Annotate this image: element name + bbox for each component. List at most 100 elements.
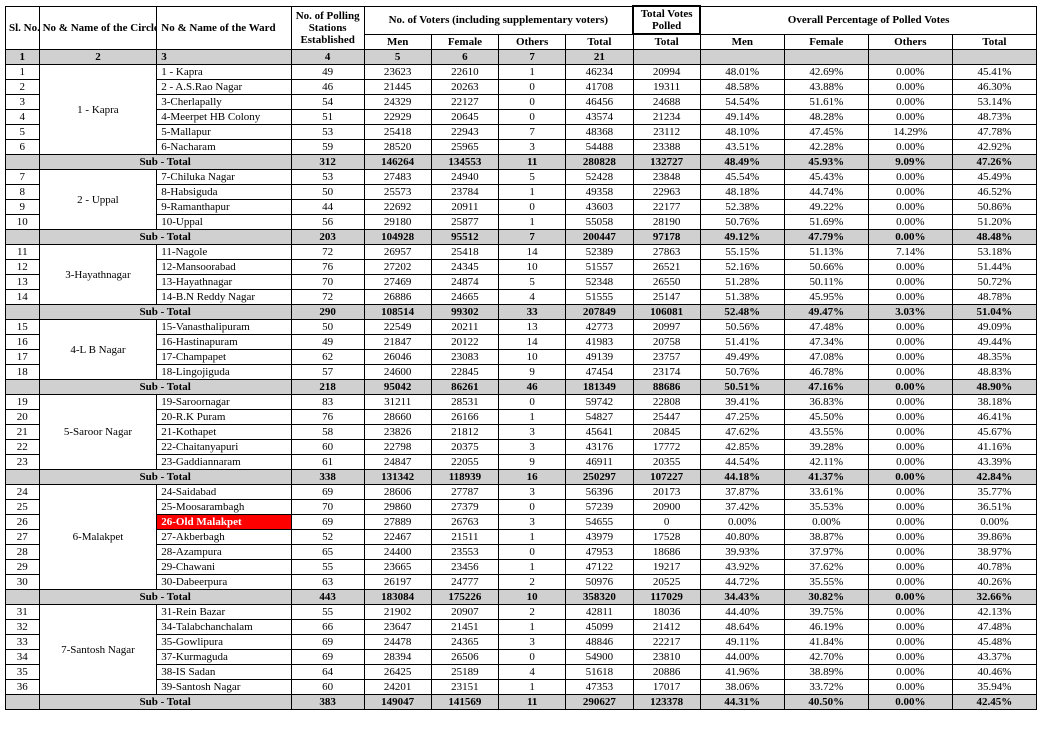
ward-cell: 37-Kurmaguda [157,650,291,665]
table-row: 3335-Gowlipura6924478243653488462221749.… [6,635,1037,650]
ward-cell: 20-R.K Puram [157,410,291,425]
ward-cell: 7-Chiluka Nagar [157,170,291,185]
ward-cell: 12-Mansoorabad [157,260,291,275]
table-row: 2626-Old Malakpet69278892676335465500.00… [6,515,1037,530]
table-body: 12345672111 - Kapra1 - Kapra492362322610… [6,50,1037,710]
hdr-sl: Sl. No. [6,6,40,50]
ward-cell: 27-Akberbagh [157,530,291,545]
hdr-ps: No. of Polling Stations Established [291,6,364,50]
table-row: 2525-Moosarambagh70298602737905723920900… [6,500,1037,515]
table-row: 3030-Dabeerpura6326197247772509762052544… [6,575,1037,590]
hdr-pfemale: Female [784,34,868,50]
hdr-ward: No & Name of the Ward [157,6,291,50]
circle-cell: 6-Malakpet [39,485,157,590]
subtotal-row: Sub - Total31214626413455311280828132727… [6,155,1037,170]
table-row: 1717-Champapet62260462308310491392375749… [6,350,1037,365]
subtotal-row: Sub - Total2031049289551272004479717849.… [6,230,1037,245]
ward-cell: 1 - Kapra [157,65,291,80]
ward-cell: 28-Azampura [157,545,291,560]
ward-cell: 11-Nagole [157,245,291,260]
subtotal-row: Sub - Total33813134211893916250297107227… [6,470,1037,485]
table-row: 66-Nacharam5928520259653544882338843.51%… [6,140,1037,155]
ward-cell: 35-Gowlipura [157,635,291,650]
circle-cell: 1 - Kapra [39,65,157,155]
table-row: 2828-Azampura6524400235530479531868639.9… [6,545,1037,560]
ward-cell: 5-Mallapur [157,125,291,140]
subtotal-row: Sub - Total44318308417522610358320117029… [6,590,1037,605]
table-row: 44-Meerpet HB Colony51229292064504357421… [6,110,1037,125]
ward-cell: 8-Habsiguda [157,185,291,200]
ward-cell: 38-IS Sadan [157,665,291,680]
table-row: 1616-Hastinapuram49218472012214419832075… [6,335,1037,350]
hdr-voters: No. of Voters (including supplementary v… [364,6,633,34]
ward-cell: 15-Vanasthalipuram [157,320,291,335]
table-row: 195-Saroor Nagar19-Saroornagar8331211285… [6,395,1037,410]
table-row: 246-Malakpet24-Saidabad69286062778735639… [6,485,1037,500]
table-row: 2121-Kothapet5823826218123456412084547.6… [6,425,1037,440]
table-row: 154-L B Nagar15-Vanasthalipuram502254920… [6,320,1037,335]
table-row: 1212-Mansoorabad762720224345105155726521… [6,260,1037,275]
table-row: 3437-Kurmaguda6928394265060549002381044.… [6,650,1037,665]
table-row: 88-Habsiguda5025573237841493582296348.18… [6,185,1037,200]
hdr-female: Female [431,34,498,50]
table-row: 3234-Talabchanchalam66236472145114509921… [6,620,1037,635]
hdr-men: Men [364,34,431,50]
subtotal-row: Sub - Total38314904714156911290627123378… [6,695,1037,710]
ward-cell: 10-Uppal [157,215,291,230]
table-row: 1818-Lingojiguda572460022845947454231745… [6,365,1037,380]
voter-table: Sl. No. No & Name of the Circle No & Nam… [5,5,1037,710]
table-row: 3639-Santosh Nagar6024201231511473531701… [6,680,1037,695]
table-row: 2727-Akberbagh5222467215111439791752840.… [6,530,1037,545]
table-row: 72 - Uppal7-Chiluka Nagar532748324940552… [6,170,1037,185]
ward-cell: 29-Chawani [157,560,291,575]
table-row: 99-Ramanthapur4422692209110436032217752.… [6,200,1037,215]
ward-cell: 19-Saroornagar [157,395,291,410]
ward-cell: 2 - A.S.Rao Nagar [157,80,291,95]
ward-cell: 26-Old Malakpet [157,515,291,530]
subtotal-row: Sub - Total29010851499302332078491060815… [6,305,1037,320]
table-row: 317-Santosh Nagar31-Rein Bazar5521902209… [6,605,1037,620]
hdr-total: Total [566,34,633,50]
table-row: 2020-R.K Puram7628660261661548272544747.… [6,410,1037,425]
table-row: 22 - A.S.Rao Nagar4621445202630417081931… [6,80,1037,95]
table-row: 2929-Chawani5523665234561471221921743.92… [6,560,1037,575]
ward-cell: 13-Hayathnagar [157,275,291,290]
hdr-pmen: Men [700,34,784,50]
ward-cell: 3-Cherlapally [157,95,291,110]
ward-cell: 30-Dabeerpura [157,575,291,590]
table-row: 55-Mallapur5325418229437483682311248.10%… [6,125,1037,140]
ward-cell: 16-Hastinapuram [157,335,291,350]
circle-cell: 4-L B Nagar [39,320,157,380]
ward-cell: 22-Chaitanyapuri [157,440,291,455]
ward-cell: 34-Talabchanchalam [157,620,291,635]
ward-cell: 25-Moosarambagh [157,500,291,515]
table-row: 11 - Kapra1 - Kapra492362322610146234209… [6,65,1037,80]
table-row: 1010-Uppal5629180258771550582819050.76%5… [6,215,1037,230]
ward-cell: 14-B.N Reddy Nagar [157,290,291,305]
table-row: 33-Cherlapally5424329221270464562468854.… [6,95,1037,110]
ward-cell: 6-Nacharam [157,140,291,155]
ward-cell: 24-Saidabad [157,485,291,500]
table-row: 113-Hayathnagar11-Nagole7226957254181452… [6,245,1037,260]
hdr-circle: No & Name of the Circle [39,6,157,50]
hdr-others: Others [499,34,566,50]
hdr-tvp: Total Votes Polled [633,6,700,34]
ward-cell: 31-Rein Bazar [157,605,291,620]
header-num-row: 123456721 [6,50,1037,65]
circle-cell: 7-Santosh Nagar [39,605,157,695]
hdr-tvp-total: Total [633,34,700,50]
table-row: 1313-Hayathnagar702746924874552348265505… [6,275,1037,290]
circle-cell: 3-Hayathnagar [39,245,157,305]
table-row: 1414-B.N Reddy Nagar72268862466545155525… [6,290,1037,305]
ward-cell: 18-Lingojiguda [157,365,291,380]
table-row: 3538-IS Sadan6426425251894516182088641.9… [6,665,1037,680]
hdr-pothers: Others [868,34,952,50]
ward-cell: 4-Meerpet HB Colony [157,110,291,125]
ward-cell: 9-Ramanthapur [157,200,291,215]
hdr-pct: Overall Percentage of Polled Votes [700,6,1036,34]
table-header: Sl. No. No & Name of the Circle No & Nam… [6,6,1037,50]
circle-cell: 5-Saroor Nagar [39,395,157,470]
table-row: 2323-Gaddiannaram61248472205594691120355… [6,455,1037,470]
hdr-ptotal: Total [952,34,1036,50]
ward-cell: 17-Champapet [157,350,291,365]
